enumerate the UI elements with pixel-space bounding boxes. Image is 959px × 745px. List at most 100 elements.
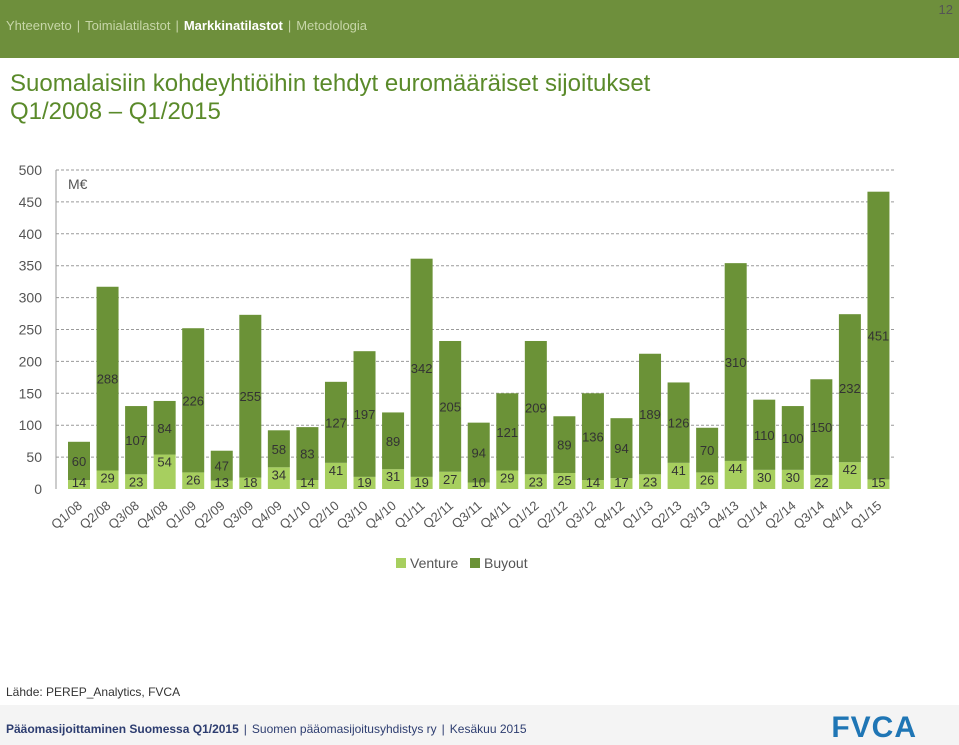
x-tick-label: Q4/13 (705, 498, 742, 532)
x-tick-label: Q4/08 (134, 498, 171, 532)
bar-buyout (867, 191, 890, 480)
data-label-venture: 10 (471, 475, 485, 490)
x-tick-label: Q1/10 (277, 498, 314, 532)
x-tick-label: Q2/14 (762, 498, 799, 532)
nav-separator: | (175, 18, 179, 33)
bar-buyout (267, 430, 290, 468)
nav-item-summary[interactable]: Yhteenveto (6, 18, 72, 33)
bar-venture (68, 480, 90, 489)
footer-text: Pääomasijoittaminen Suomessa Q1/2015 | Suo… (6, 722, 527, 736)
legend-label-buyout: Buyout (484, 555, 528, 571)
data-label-buyout: 226 (182, 393, 204, 408)
x-tick-label: Q4/10 (362, 498, 399, 532)
top-bar: Yhteenveto | Toimialatilastot | Markkinatila… (0, 0, 959, 58)
x-tick-label: Q3/10 (334, 498, 371, 532)
data-label-venture: 29 (100, 470, 114, 485)
data-label-venture: 15 (871, 475, 885, 490)
bar-venture (353, 476, 376, 489)
y-unit-label: M€ (68, 176, 88, 192)
y-tick-label: 0 (34, 481, 42, 497)
data-label-venture: 27 (443, 472, 457, 487)
footer: Pääomasijoittaminen Suomessa Q1/2015 | Suo… (0, 705, 959, 745)
data-label-buyout: 342 (411, 361, 433, 376)
nav-item-industry-stats[interactable]: Toimialatilastot (85, 18, 171, 33)
bar-venture (324, 462, 347, 489)
nav-item-methodology[interactable]: Metodologia (296, 18, 368, 33)
data-label-buyout: 58 (272, 442, 286, 457)
x-tick-label: Q1/14 (733, 498, 770, 532)
bar-buyout (753, 399, 776, 470)
x-tick-label: Q1/09 (162, 498, 199, 532)
x-tick-label: Q3/14 (790, 498, 827, 532)
data-label-buyout: 47 (215, 459, 229, 474)
data-label-buyout: 136 (582, 430, 604, 445)
bar-buyout (496, 393, 519, 471)
data-label-buyout: 84 (157, 421, 171, 436)
data-label-buyout: 205 (439, 399, 461, 414)
bar-buyout (96, 286, 119, 471)
nav-item-market-stats[interactable]: Markkinatilastot (183, 18, 283, 33)
bar-venture (810, 474, 833, 489)
data-label-buyout: 110 (754, 428, 775, 443)
x-tick-label: Q2/12 (534, 498, 571, 532)
bar-buyout (410, 258, 433, 477)
bar-buyout (239, 314, 262, 478)
x-tick-label: Q2/11 (420, 498, 456, 532)
data-label-buyout: 60 (72, 454, 86, 469)
x-tick-label: Q2/13 (648, 498, 685, 532)
x-tick-label: Q3/11 (449, 498, 485, 532)
data-label-buyout: 197 (354, 407, 376, 422)
title-line-1: Suomalaisiin kohdeyhtiöihin tehdyt eurom… (10, 70, 651, 97)
bar-buyout (724, 263, 747, 461)
bar-buyout (667, 382, 690, 463)
bar-venture (838, 462, 861, 489)
data-label-venture: 44 (728, 461, 742, 476)
data-label-buyout: 100 (782, 431, 804, 446)
data-label-venture: 31 (386, 469, 400, 484)
x-tick-label: Q4/09 (248, 498, 285, 532)
nav-separator: | (76, 18, 81, 33)
y-tick-label: 350 (19, 258, 43, 274)
title-line-2: Q1/2008 – Q1/2015 (10, 98, 221, 125)
stacked-bar-chart: 0 50 100 150 200 250 300 350 400 450 500 M€ 14 60 Q1/0… (19, 162, 894, 571)
y-tick-label: 150 (19, 385, 43, 401)
data-label-buyout: 89 (386, 434, 400, 449)
bar-buyout (353, 351, 376, 477)
data-label-venture: 23 (529, 474, 543, 489)
bar-buyout (296, 427, 319, 481)
y-tick-label: 100 (19, 417, 43, 433)
data-label-buyout: 83 (300, 447, 314, 462)
data-label-venture: 23 (643, 474, 657, 489)
bar-venture (524, 474, 547, 489)
data-label-venture: 13 (215, 475, 229, 490)
y-tick-label: 50 (26, 449, 42, 465)
y-tick-label: 200 (19, 353, 43, 369)
bar-venture (153, 454, 176, 489)
bar-venture (382, 469, 405, 489)
bar-venture (96, 470, 119, 489)
y-tick-label: 300 (19, 290, 43, 306)
data-label-buyout: 94 (471, 446, 485, 461)
x-tick-label: Q2/08 (77, 498, 114, 532)
bar-buyout (324, 381, 347, 463)
data-label-buyout: 89 (557, 438, 571, 453)
source-note: Lähde: PEREP_Analytics, FVCA (6, 685, 181, 699)
y-tick-label: 500 (19, 162, 43, 178)
bar-buyout (639, 353, 662, 475)
data-label-buyout: 189 (639, 407, 661, 422)
fvca-logo: FVCA (831, 711, 917, 744)
footer-separator: | (441, 722, 445, 736)
bar-buyout (610, 418, 633, 479)
y-tick-label: 450 (19, 194, 43, 210)
bar-venture (467, 482, 490, 489)
data-label-venture: 41 (671, 463, 685, 478)
bar-venture (125, 474, 148, 489)
data-label-venture: 19 (414, 475, 428, 490)
data-label-buyout: 94 (614, 441, 628, 456)
x-tick-label: Q4/12 (591, 498, 628, 532)
bar-buyout (467, 422, 490, 483)
bar-venture (296, 480, 319, 489)
data-label-venture: 25 (557, 473, 571, 488)
bar-buyout (68, 441, 90, 481)
data-label-buyout: 127 (325, 415, 347, 430)
